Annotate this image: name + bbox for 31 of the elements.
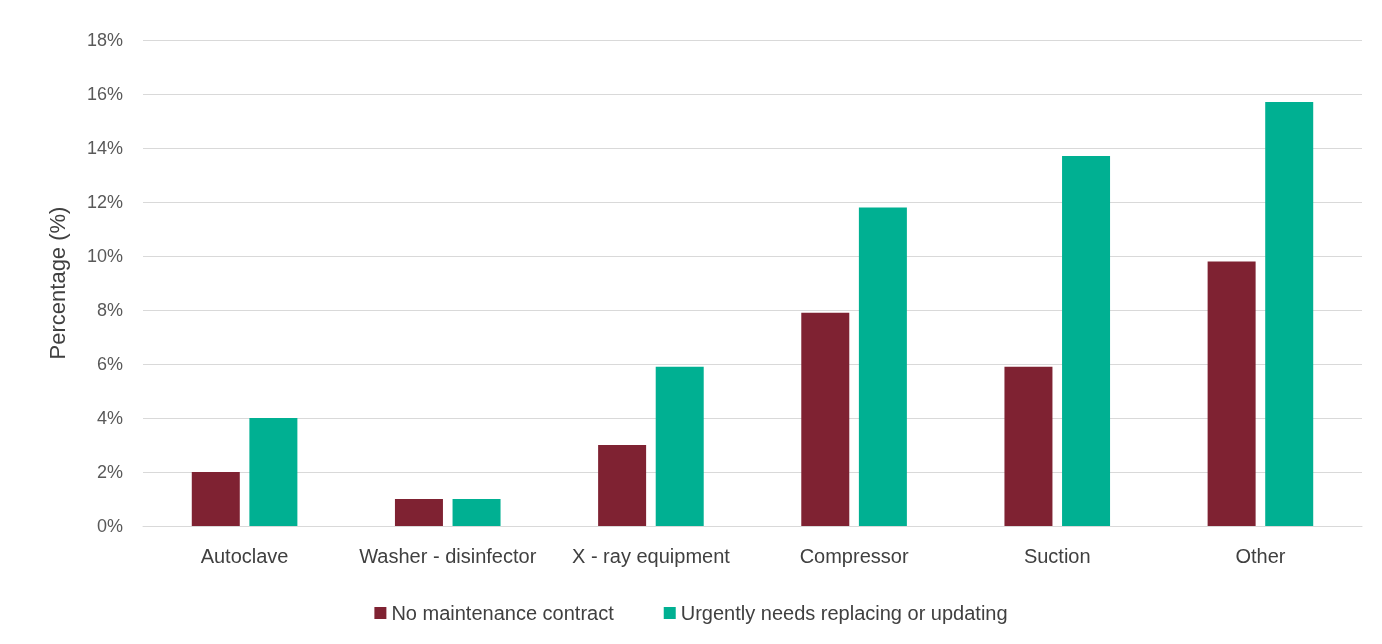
y-tick-label: 2% [96, 462, 123, 482]
bar [249, 418, 298, 526]
x-tick-label: Suction [1023, 545, 1091, 567]
x-tick-label: X - ray equipment [571, 545, 731, 567]
bar [191, 472, 240, 526]
bar [801, 312, 850, 526]
x-tick-label: Other [1235, 545, 1286, 567]
bar [598, 445, 647, 526]
bar [394, 499, 443, 526]
x-tick-label: Autoclave [200, 545, 289, 567]
y-tick-label: 12% [86, 192, 123, 212]
bar [1062, 156, 1111, 526]
bar [1004, 366, 1053, 526]
x-tick-label: Compressor [799, 545, 909, 567]
bar [858, 207, 907, 526]
x-tick-label: Washer - disinfector [359, 545, 537, 567]
y-tick-label: 0% [96, 516, 123, 536]
y-tick-label: 10% [86, 246, 123, 266]
legend-label: No maintenance contract [391, 602, 615, 624]
bar [1265, 102, 1314, 526]
y-axis-title: Percentage (%) [44, 206, 70, 360]
y-tick-label: 14% [86, 138, 123, 158]
bar [655, 366, 704, 526]
y-tick-label: 16% [86, 84, 123, 104]
y-tick-label: 4% [96, 408, 123, 428]
y-tick-label: 6% [96, 354, 123, 374]
legend-label: Urgently needs replacing or updating [680, 602, 1008, 624]
bar [1207, 261, 1256, 526]
y-tick-label: 8% [96, 300, 123, 320]
y-tick-label: 18% [86, 30, 123, 50]
bar [452, 499, 501, 526]
